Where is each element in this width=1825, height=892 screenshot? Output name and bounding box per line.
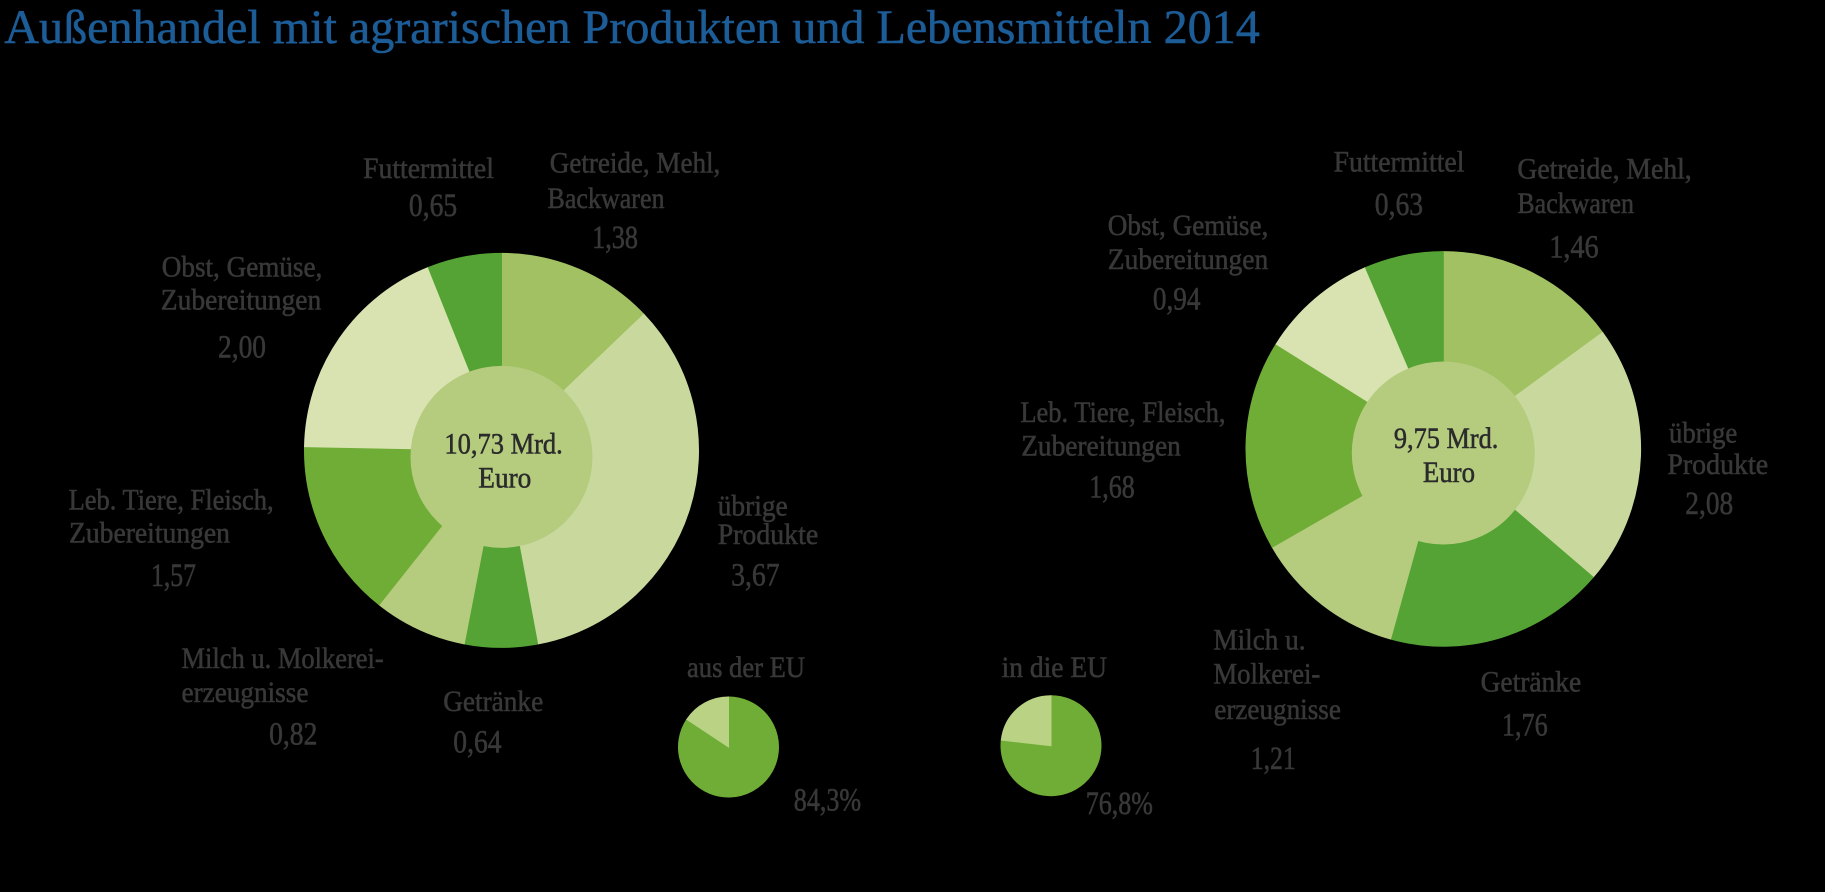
svg-text:Milch u. Molkerei-: Milch u. Molkerei- [182, 643, 384, 675]
svg-text:Milch u.: Milch u. [1213, 624, 1305, 656]
svg-text:0,82: 0,82 [269, 717, 317, 753]
svg-text:Obst, Gemüse,: Obst, Gemüse, [1108, 210, 1269, 242]
svg-text:0,63: 0,63 [1375, 187, 1423, 223]
svg-text:0,94: 0,94 [1153, 281, 1201, 317]
svg-text:Backwaren: Backwaren [548, 183, 665, 215]
svg-text:in die EU: in die EU [1002, 652, 1107, 684]
svg-text:Getreide, Mehl,: Getreide, Mehl, [550, 147, 721, 179]
svg-text:Produkte: Produkte [1667, 449, 1768, 481]
svg-text:Getränke: Getränke [1481, 667, 1582, 699]
svg-text:Backwaren: Backwaren [1517, 188, 1634, 220]
svg-text:Zubereitungen: Zubereitungen [1021, 430, 1181, 462]
svg-text:übrige: übrige [718, 491, 788, 523]
svg-text:2,00: 2,00 [218, 329, 266, 365]
svg-text:erzeugnisse: erzeugnisse [182, 677, 309, 709]
svg-text:2,08: 2,08 [1685, 486, 1733, 522]
svg-text:Futtermittel: Futtermittel [1334, 147, 1465, 179]
svg-text:76,8%: 76,8% [1086, 786, 1153, 822]
svg-text:1,46: 1,46 [1549, 230, 1599, 266]
svg-text:aus der EU: aus der EU [687, 652, 805, 684]
svg-text:Getränke: Getränke [443, 686, 543, 718]
svg-text:1,21: 1,21 [1251, 741, 1296, 777]
svg-text:Produkte: Produkte [718, 519, 819, 551]
svg-text:1,38: 1,38 [592, 220, 638, 256]
svg-text:0,64: 0,64 [453, 724, 501, 760]
svg-text:1,76: 1,76 [1502, 708, 1548, 744]
svg-text:Molkerei-: Molkerei- [1213, 659, 1320, 691]
svg-text:0,65: 0,65 [409, 188, 457, 224]
svg-text:Obst, Gemüse,: Obst, Gemüse, [162, 252, 322, 284]
svg-text:Zubereitungen: Zubereitungen [1108, 244, 1269, 276]
svg-text:erzeugnisse: erzeugnisse [1214, 694, 1341, 726]
svg-text:Zubereitungen: Zubereitungen [69, 517, 230, 549]
svg-text:Getreide, Mehl,: Getreide, Mehl, [1517, 154, 1691, 186]
svg-text:9,75 Mrd.: 9,75 Mrd. [1394, 423, 1499, 455]
svg-text:Leb. Tiere, Fleisch,: Leb. Tiere, Fleisch, [1020, 397, 1225, 429]
svg-text:Euro: Euro [1423, 457, 1475, 489]
svg-text:übrige: übrige [1669, 417, 1737, 449]
svg-text:84,3%: 84,3% [794, 783, 861, 819]
svg-text:Zubereitungen: Zubereitungen [161, 285, 322, 317]
svg-text:3,67: 3,67 [731, 558, 780, 594]
svg-text:1,68: 1,68 [1089, 470, 1134, 506]
svg-text:Leb. Tiere, Fleisch,: Leb. Tiere, Fleisch, [69, 485, 274, 517]
svg-text:Euro: Euro [478, 463, 531, 495]
svg-text:1,57: 1,57 [151, 558, 196, 594]
svg-text:Futtermittel: Futtermittel [363, 153, 494, 185]
svg-text:Außenhandel mit agrarischen Pr: Außenhandel mit agrarischen Produkten un… [4, 2, 1260, 54]
svg-text:10,73 Mrd.: 10,73 Mrd. [444, 429, 562, 461]
